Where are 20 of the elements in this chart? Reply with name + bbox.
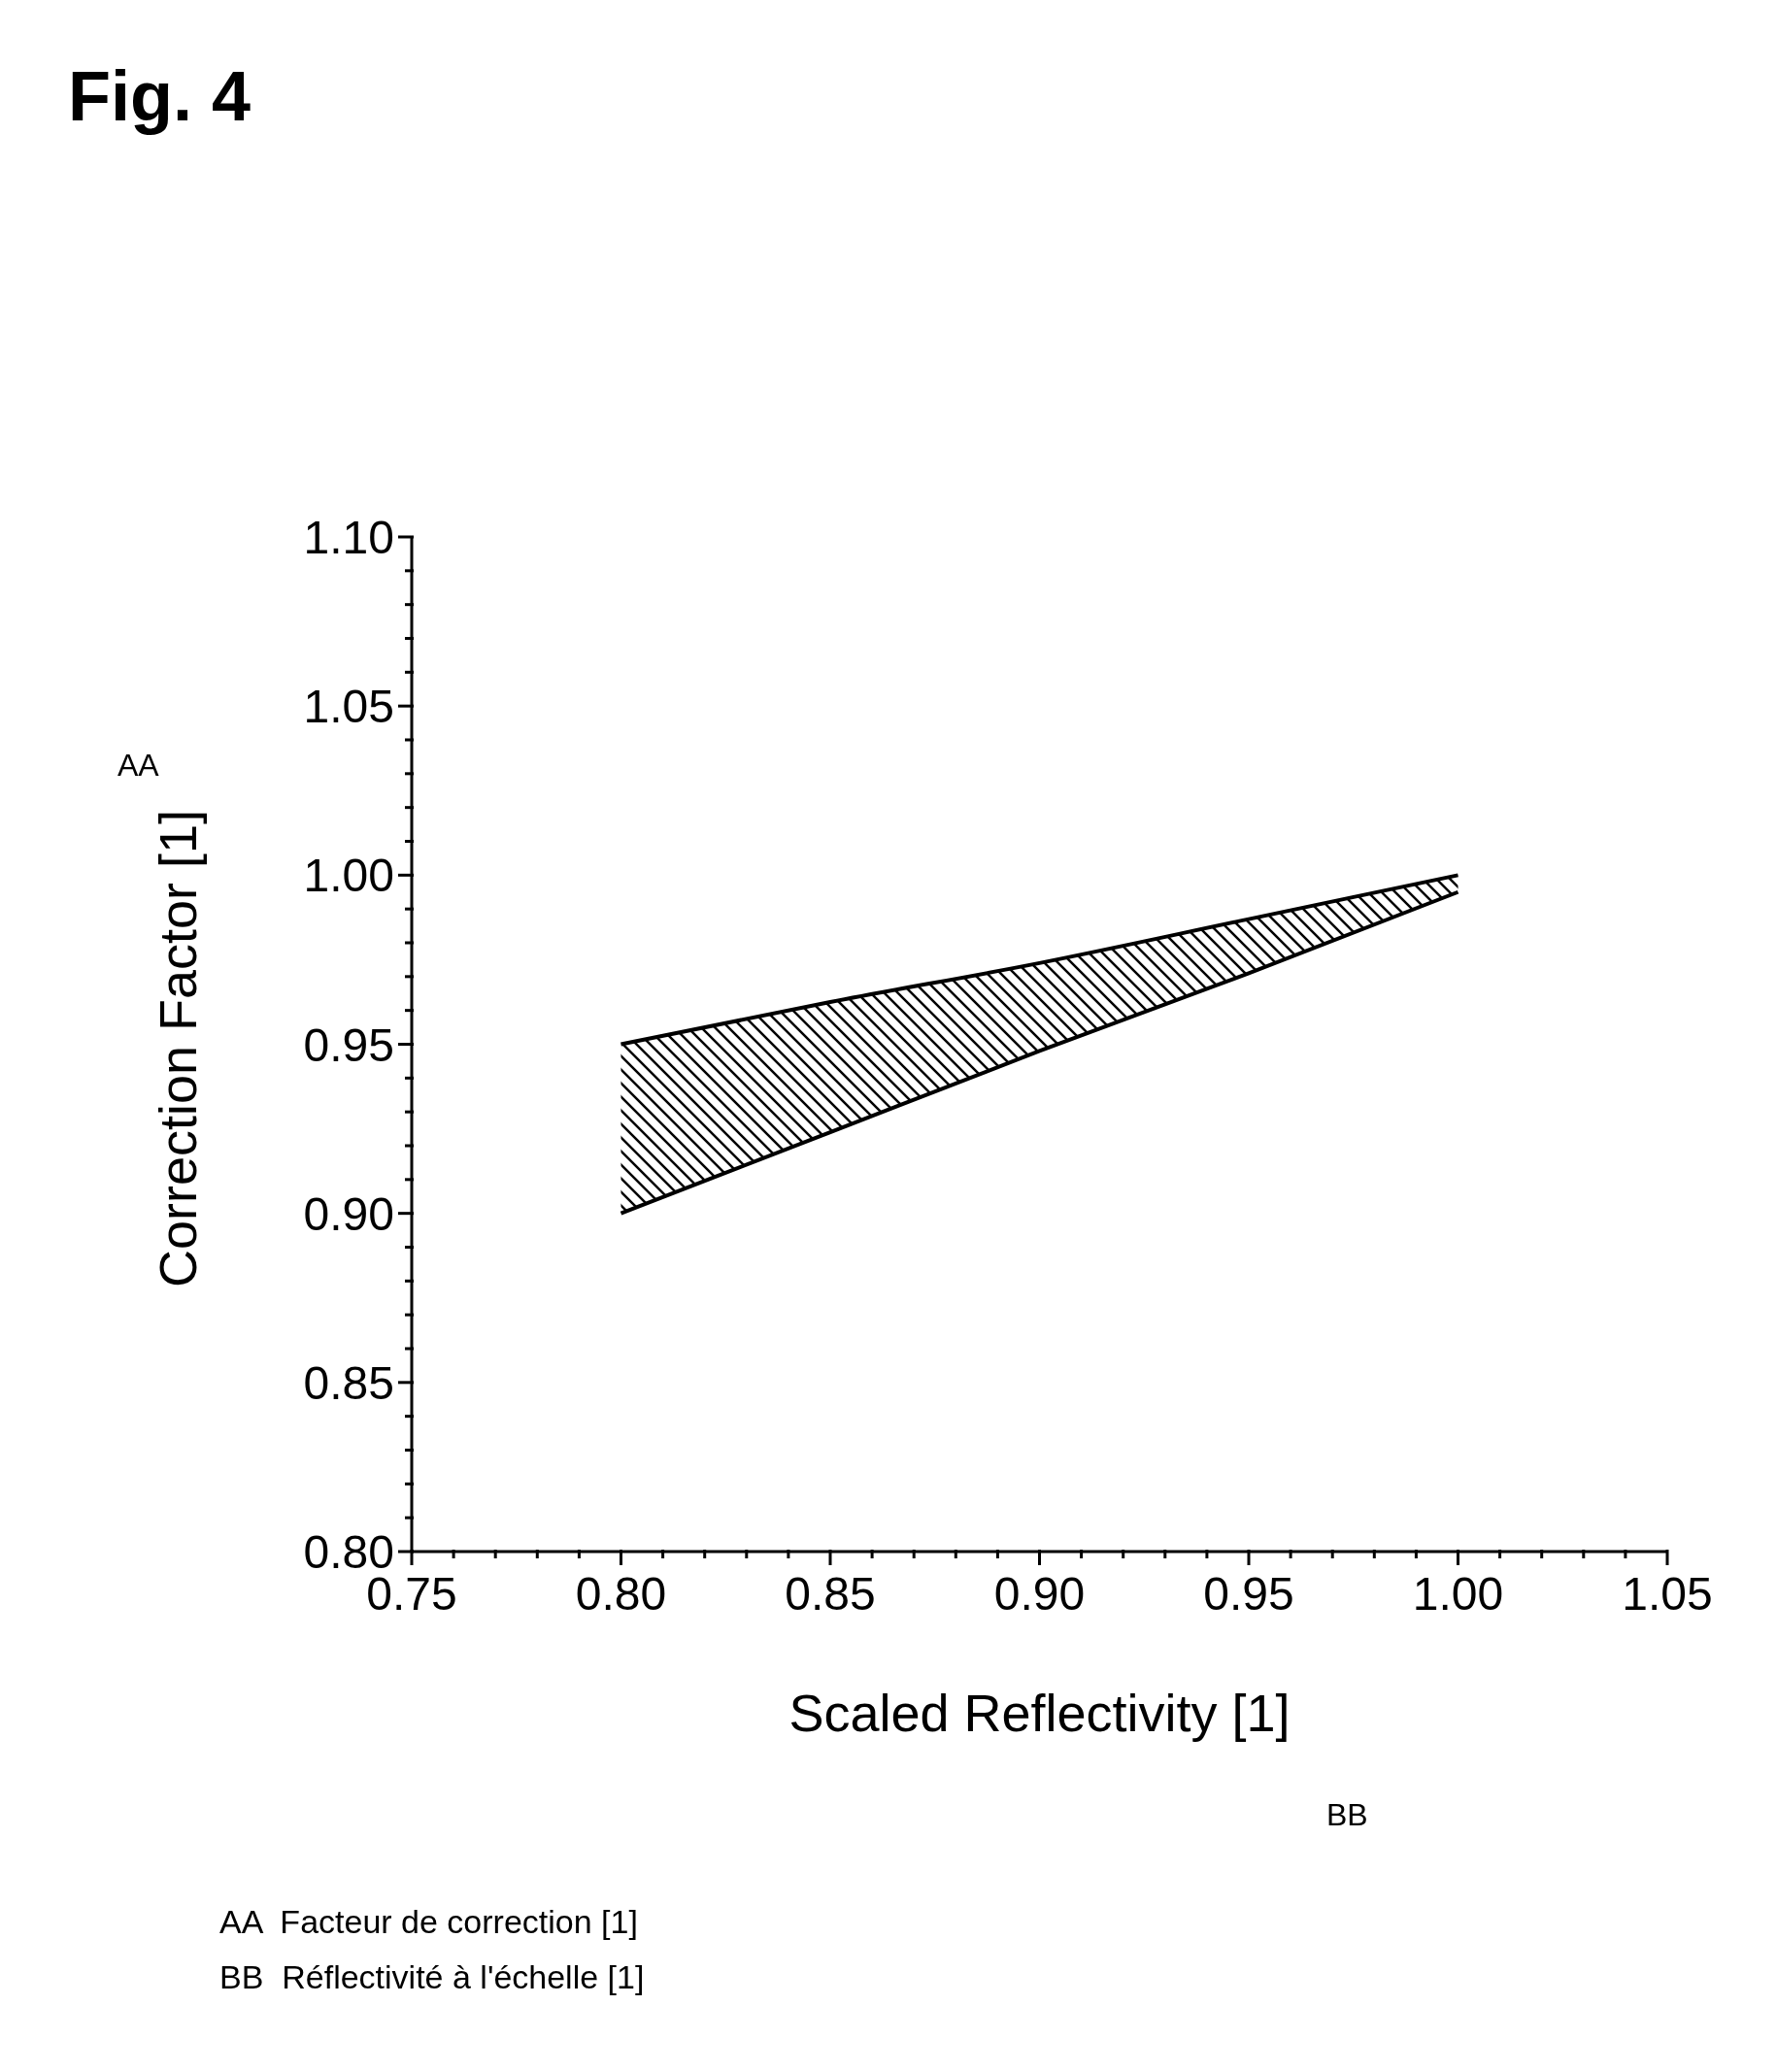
- x-tick-label: 0.85: [785, 1568, 876, 1620]
- text: BB: [1326, 1797, 1368, 1833]
- x-tick-label: 1.00: [1412, 1568, 1504, 1620]
- x-tick-label: 0.95: [1203, 1568, 1294, 1620]
- x-tick-label: 0.80: [575, 1568, 667, 1620]
- y-axis-title: Correction Factor [1]: [148, 809, 208, 1288]
- x-tick-label: 0.90: [993, 1568, 1086, 1620]
- y-tick-label: 0.95: [303, 1019, 394, 1071]
- text: AA Facteur de correction [1]: [219, 1903, 638, 1941]
- line-series: [619, 873, 1460, 1047]
- x-tick-label: 1.05: [1622, 1568, 1713, 1620]
- y-tick-label: 0.85: [303, 1356, 394, 1409]
- text: BB Réflectivité à l'échelle [1]: [219, 1958, 645, 1996]
- x-axis-title: Scaled Reflectivity [1]: [788, 1683, 1291, 1743]
- chart-title: Fig. 4: [68, 56, 251, 136]
- text: AA: [117, 748, 159, 784]
- y-tick-label: 0.90: [303, 1187, 394, 1240]
- y-tick-label: 1.10: [303, 512, 394, 563]
- y-tick-label: 1.00: [303, 850, 394, 902]
- y-tick-label: 1.05: [303, 681, 394, 733]
